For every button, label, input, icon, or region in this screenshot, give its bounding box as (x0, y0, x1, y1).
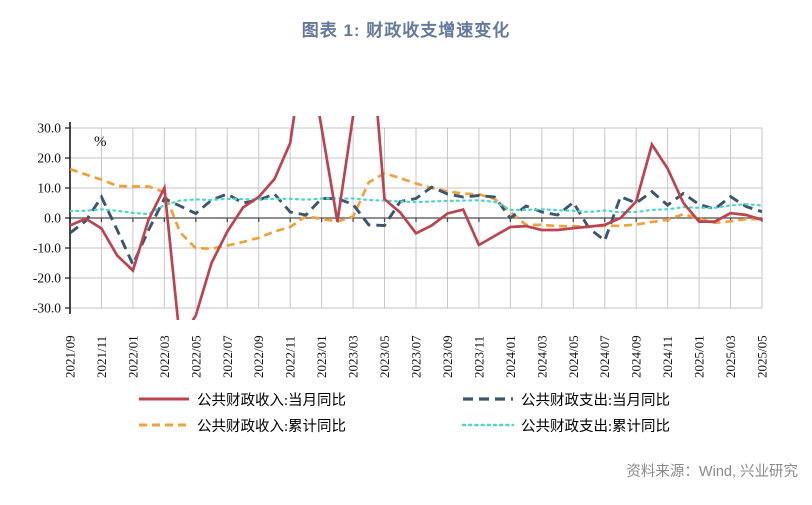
svg-text:-30.0: -30.0 (33, 301, 61, 316)
legend-label: 公共财政收入:累计同比 (197, 418, 347, 435)
svg-text:2022/11: 2022/11 (283, 336, 298, 378)
svg-text:2023/01: 2023/01 (314, 335, 329, 378)
svg-text:2025/01: 2025/01 (692, 335, 707, 378)
series-expenditure-cumulative-line (70, 197, 762, 216)
legend-item-expenditure-monthly: 公共财政支出:当月同比 (462, 386, 670, 412)
svg-text:2022/01: 2022/01 (125, 335, 140, 378)
legend-label: 公共财政支出:累计同比 (521, 418, 671, 435)
y-axis (65, 122, 71, 314)
legend-item-revenue-cumulative: 公共财政收入:累计同比 (138, 412, 346, 438)
svg-text:-20.0: -20.0 (33, 271, 61, 286)
series-revenue-monthly-line (70, 116, 762, 320)
legend-marker-expenditure-cumulative-line (462, 423, 514, 427)
source-note: 资料来源：Wind, 兴业研究 (626, 464, 798, 480)
legend-label: 公共财政收入:当月同比 (197, 392, 347, 409)
series-revenue-cumulative-line (70, 167, 762, 250)
svg-text:2024/09: 2024/09 (629, 335, 644, 378)
svg-text:2022/03: 2022/03 (157, 335, 172, 378)
svg-text:10.0: 10.0 (37, 181, 61, 196)
legend-label: 公共财政支出:当月同比 (521, 392, 671, 409)
svg-text:2023/09: 2023/09 (440, 335, 455, 378)
svg-text:30.0: 30.0 (37, 121, 61, 136)
x-axis-labels: 2021/09 2021/11 2022/01 2022/03 2022/05 2022/… (63, 335, 770, 378)
series-expenditure-monthly-line (70, 185, 762, 269)
svg-text:2021/11: 2021/11 (94, 336, 109, 378)
svg-text:2025/05: 2025/05 (755, 335, 770, 378)
svg-text:2025/03: 2025/03 (723, 335, 738, 378)
svg-text:2024/03: 2024/03 (534, 335, 549, 378)
svg-text:2024/11: 2024/11 (660, 336, 675, 378)
svg-text:0.0: 0.0 (44, 211, 61, 226)
svg-text:2024/05: 2024/05 (566, 335, 581, 378)
chart-title: 图表 1: 财政收支增速变化 (301, 21, 511, 40)
svg-text:2023/11: 2023/11 (471, 336, 486, 378)
svg-text:20.0: 20.0 (37, 151, 61, 166)
legend-marker-expenditure-monthly-line (463, 397, 513, 401)
svg-text:2021/09: 2021/09 (63, 335, 78, 378)
legend-item-expenditure-cumulative: 公共财政支出:累计同比 (462, 412, 670, 438)
svg-text:2023/03: 2023/03 (346, 335, 361, 378)
legend-item-revenue-monthly: 公共财政收入:当月同比 (138, 386, 346, 412)
svg-text:2023/07: 2023/07 (409, 335, 424, 378)
svg-text:-10.0: -10.0 (33, 241, 61, 256)
svg-text:2023/05: 2023/05 (377, 335, 392, 378)
svg-text:2024/07: 2024/07 (597, 335, 612, 378)
unit-label: % (94, 134, 107, 150)
legend-marker-revenue-cumulative-line (139, 423, 189, 427)
svg-text:2022/09: 2022/09 (251, 335, 266, 378)
svg-text:2022/07: 2022/07 (220, 335, 235, 378)
svg-text:2022/05: 2022/05 (188, 335, 203, 378)
svg-text:2024/01: 2024/01 (503, 335, 518, 378)
y-axis-labels: 30.0 20.0 10.0 0.0 -10.0 -20.0 -30.0 (33, 121, 61, 316)
legend-marker-revenue-monthly-line (139, 397, 189, 401)
x-axis-zero-line (69, 217, 763, 222)
